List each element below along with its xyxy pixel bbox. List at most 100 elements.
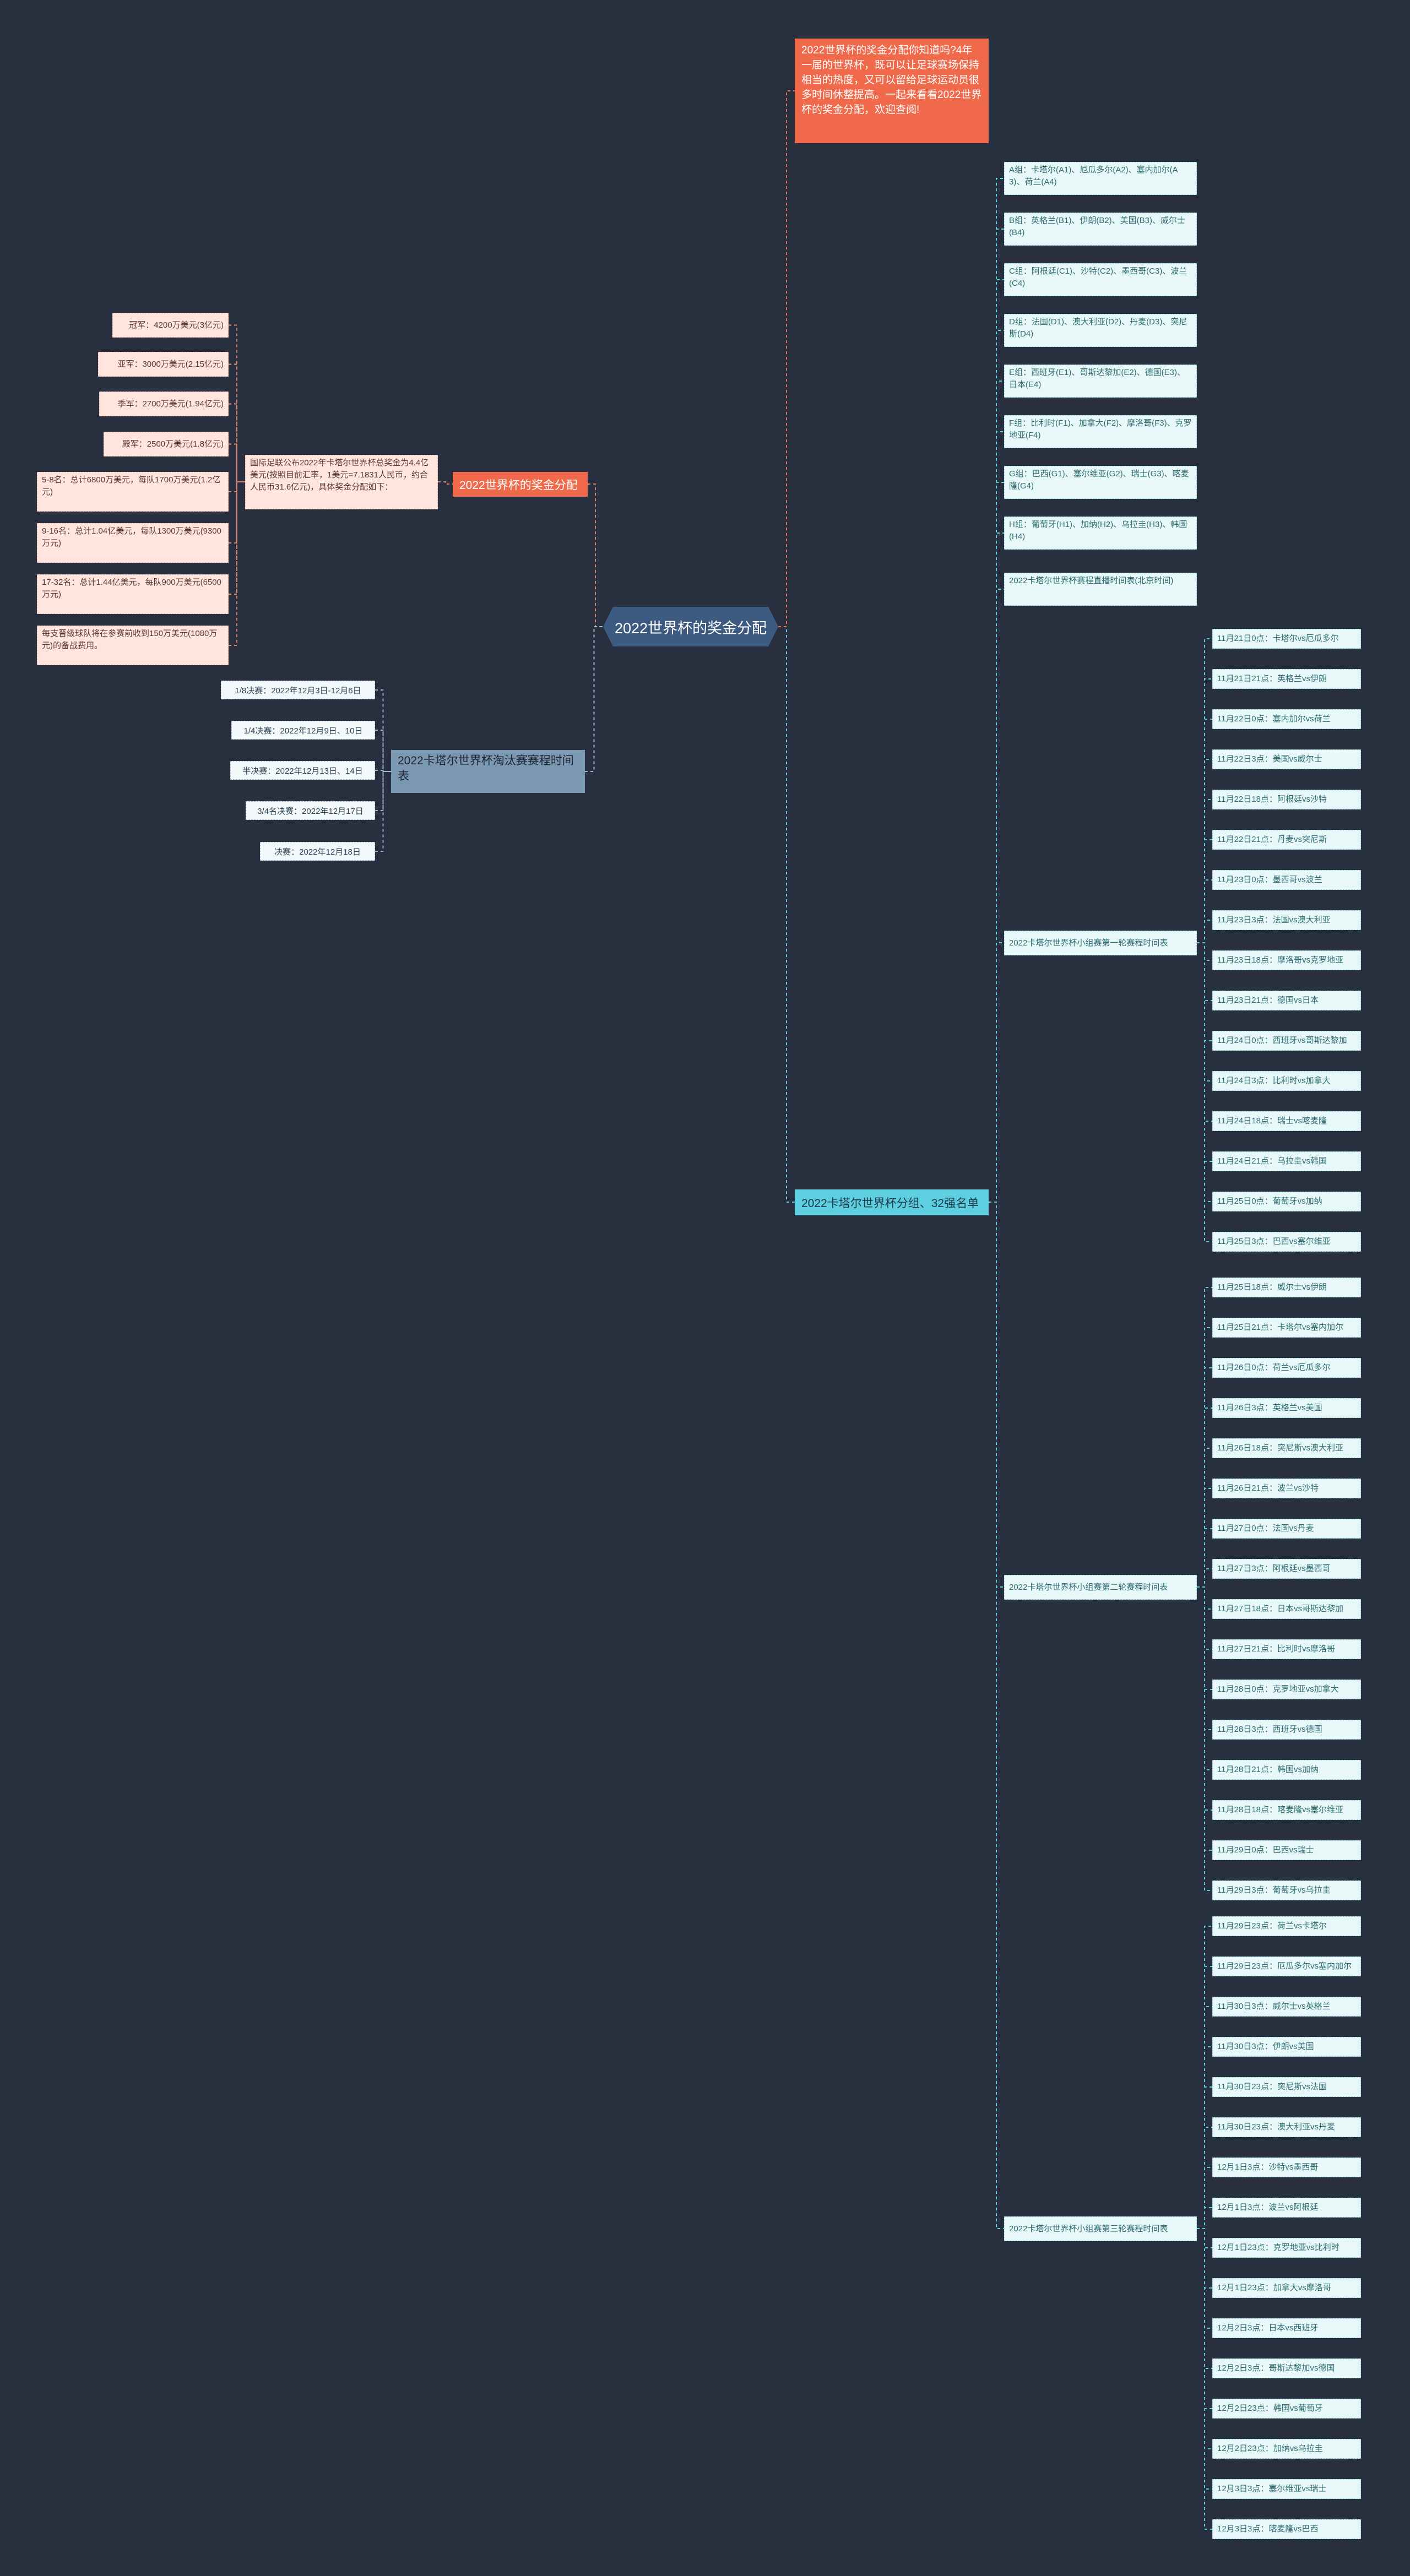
connector-line — [1197, 2127, 1212, 2229]
match-item[interactable]: 11月24日21点：乌拉圭vs韩国 — [1212, 1151, 1361, 1171]
match-item[interactable]: 11月28日0点：克罗地亚vs加拿大 — [1212, 1680, 1361, 1699]
match-item[interactable]: 11月27日18点：日本vs哥斯达黎加 — [1212, 1599, 1361, 1619]
group-item[interactable]: E组：西班牙(E1)、哥斯达黎加(E2)、德国(E3)、日本(E4) — [1004, 365, 1197, 398]
match-item[interactable]: 11月21日21点：英格兰vs伊朗 — [1212, 669, 1361, 689]
branch-prize[interactable]: 2022世界杯的奖金分配 — [453, 472, 588, 497]
intro-node[interactable]: 2022世界杯的奖金分配你知道吗?4年一届的世界杯，既可以让足球赛场保持相当的热… — [795, 39, 989, 143]
connector-line — [1197, 942, 1212, 1122]
match-item[interactable]: 12月2日23点：加纳vs乌拉圭 — [1212, 2439, 1361, 2459]
connector-line — [1197, 1327, 1212, 1588]
branch-knockout[interactable]: 2022卡塔尔世界杯淘汰赛赛程时间表 — [391, 750, 585, 793]
connector-line — [989, 229, 1004, 1203]
match-item[interactable]: 11月26日18点：突尼斯vs澳大利亚 — [1212, 1438, 1361, 1458]
match-item[interactable]: 12月2日3点：哥斯达黎加vs德国 — [1212, 2358, 1361, 2378]
match-item[interactable]: 11月30日23点：突尼斯vs法国 — [1212, 2077, 1361, 2097]
match-item[interactable]: 11月21日0点：卡塔尔vs厄瓜多尔 — [1212, 629, 1361, 649]
knockout-item[interactable]: 决赛：2022年12月18日 — [260, 842, 375, 861]
match-item[interactable]: 11月28日3点：西班牙vs德国 — [1212, 1720, 1361, 1740]
connector-line — [1197, 1586, 1212, 1891]
connector-line — [1197, 942, 1212, 1082]
round-title[interactable]: 2022卡塔尔世界杯小组赛第一轮赛程时间表 — [1004, 931, 1197, 955]
connector-line — [1197, 920, 1212, 943]
match-item[interactable]: 11月29日23点：厄瓜多尔vs塞内加尔 — [1212, 1957, 1361, 1976]
group-item[interactable]: H组：葡萄牙(H1)、加纳(H2)、乌拉圭(H3)、韩国(H4) — [1004, 517, 1197, 550]
match-item[interactable]: 11月24日0点：西班牙vs哥斯达黎加 — [1212, 1031, 1361, 1051]
connector-line — [989, 1202, 1004, 2229]
match-item[interactable]: 11月23日3点：法国vs澳大利亚 — [1212, 910, 1361, 930]
match-item[interactable]: 11月22日3点：美国vs威尔士 — [1212, 749, 1361, 769]
match-item[interactable]: 11月27日21点：比利时vs摩洛哥 — [1212, 1639, 1361, 1659]
group-item[interactable]: G组：巴西(G1)、塞尔维亚(G2)、瑞士(G3)、喀麦隆(G4) — [1004, 466, 1197, 499]
prize-item[interactable]: 殿军：2500万美元(1.8亿元) — [104, 432, 229, 456]
match-item[interactable]: 11月26日3点：英格兰vs美国 — [1212, 1398, 1361, 1418]
match-item[interactable]: 11月22日0点：塞内加尔vs荷兰 — [1212, 709, 1361, 729]
knockout-item[interactable]: 1/4决赛：2022年12月9日、10日 — [231, 721, 375, 740]
connector-line — [1197, 1287, 1212, 1588]
prize-item[interactable]: 9-16名：总计1.04亿美元，每队1300万美元(9300万元) — [37, 523, 229, 563]
connector-line — [588, 483, 603, 627]
match-item[interactable]: 12月3日3点：喀麦隆vs巴西 — [1212, 2519, 1361, 2539]
match-item[interactable]: 11月24日18点：瑞士vs喀麦隆 — [1212, 1111, 1361, 1131]
match-item[interactable]: 11月29日23点：荷兰vs卡塔尔 — [1212, 1916, 1361, 1936]
match-item[interactable]: 11月25日0点：葡萄牙vs加纳 — [1212, 1192, 1361, 1211]
match-item[interactable]: 11月29日0点：巴西vs瑞士 — [1212, 1840, 1361, 1860]
match-item[interactable]: 11月29日3点：葡萄牙vs乌拉圭 — [1212, 1881, 1361, 1900]
match-item[interactable]: 11月25日3点：巴西vs塞尔维亚 — [1212, 1232, 1361, 1252]
match-item[interactable]: 11月23日18点：摩洛哥vs克罗地亚 — [1212, 950, 1361, 970]
connector-line — [1197, 879, 1212, 943]
prize-item[interactable]: 季军：2700万美元(1.94亿元) — [99, 392, 229, 416]
match-item[interactable]: 11月26日0点：荷兰vs厄瓜多尔 — [1212, 1358, 1361, 1378]
match-item[interactable]: 11月27日3点：阿根廷vs墨西哥 — [1212, 1559, 1361, 1579]
round-title[interactable]: 2022卡塔尔世界杯小组赛第三轮赛程时间表 — [1004, 2216, 1197, 2241]
group-item[interactable]: D组：法国(D1)、澳大利亚(D2)、丹麦(D3)、突尼斯(D4) — [1004, 314, 1197, 347]
connector-line — [989, 330, 1004, 1203]
knockout-item[interactable]: 1/8决赛：2022年12月3日-12月6日 — [221, 681, 375, 699]
knockout-item[interactable]: 半决赛：2022年12月13日、14日 — [230, 761, 375, 780]
match-item[interactable]: 11月24日3点：比利时vs加拿大 — [1212, 1071, 1361, 1091]
prize-item[interactable]: 每支晋级球队将在参赛前收到150万美元(1080万元)的备战费用。 — [37, 626, 229, 665]
connector-line — [1197, 942, 1212, 1202]
group-item[interactable]: B组：英格兰(B1)、伊朗(B2)、美国(B3)、威尔士(B4) — [1004, 213, 1197, 246]
group-item[interactable]: 2022卡塔尔世界杯赛程直播时间表(北京时间) — [1004, 573, 1197, 606]
connector-line — [989, 589, 1004, 1203]
match-item[interactable]: 11月26日21点：波兰vs沙特 — [1212, 1479, 1361, 1498]
prize-description[interactable]: 国际足联公布2022年卡塔尔世界杯总奖金为4.4亿美元(按照目前汇率，1美元=7… — [245, 455, 438, 509]
connector-line — [989, 381, 1004, 1203]
match-item[interactable]: 12月2日23点：韩国vs葡萄牙 — [1212, 2399, 1361, 2419]
connector-line — [1197, 1528, 1212, 1588]
match-item[interactable]: 12月1日3点：波兰vs阿根廷 — [1212, 2198, 1361, 2218]
prize-item[interactable]: 5-8名：总计6800万美元，每队1700万美元(1.2亿元) — [37, 472, 229, 512]
group-item[interactable]: C组：阿根廷(C1)、沙特(C2)、墨西哥(C3)、波兰(C4) — [1004, 263, 1197, 296]
prize-item[interactable]: 冠军：4200万美元(3亿元) — [112, 313, 229, 338]
match-item[interactable]: 11月23日21点：德国vs日本 — [1212, 991, 1361, 1010]
match-item[interactable]: 11月27日0点：法国vs丹麦 — [1212, 1519, 1361, 1539]
group-item[interactable]: F组：比利时(F1)、加拿大(F2)、摩洛哥(F3)、克罗地亚(F4) — [1004, 415, 1197, 448]
root-node[interactable]: 2022世界杯的奖金分配 — [603, 607, 778, 646]
prize-item[interactable]: 亚军：3000万美元(2.15亿元) — [98, 352, 229, 377]
branch-groups[interactable]: 2022卡塔尔世界杯分组、32强名单 — [795, 1189, 989, 1215]
match-item[interactable]: 12月1日3点：沙特vs墨西哥 — [1212, 2157, 1361, 2177]
match-item[interactable]: 12月1日23点：克罗地亚vs比利时 — [1212, 2238, 1361, 2258]
match-item[interactable]: 11月25日21点：卡塔尔vs塞内加尔 — [1212, 1318, 1361, 1338]
match-item[interactable]: 12月2日3点：日本vs西班牙 — [1212, 2318, 1361, 2338]
connector-line — [1197, 2228, 1212, 2530]
knockout-item[interactable]: 3/4名决赛：2022年12月17日 — [246, 801, 375, 820]
connector-line — [1197, 1568, 1212, 1588]
match-item[interactable]: 11月28日21点：韩国vs加纳 — [1212, 1760, 1361, 1780]
match-item[interactable]: 11月30日23点：澳大利亚vs丹麦 — [1212, 2117, 1361, 2137]
match-item[interactable]: 11月28日18点：喀麦隆vs塞尔维亚 — [1212, 1800, 1361, 1820]
match-item[interactable]: 11月30日3点：威尔士vs英格兰 — [1212, 1997, 1361, 2017]
match-item[interactable]: 11月25日18点：威尔士vs伊朗 — [1212, 1278, 1361, 1297]
match-item[interactable]: 11月22日18点：阿根廷vs沙特 — [1212, 790, 1361, 809]
match-item[interactable]: 11月23日0点：墨西哥vs波兰 — [1212, 870, 1361, 890]
group-item[interactable]: A组：卡塔尔(A1)、厄瓜多尔(A2)、塞内加尔(A3)、荷兰(A4) — [1004, 162, 1197, 195]
connector-line — [229, 363, 245, 482]
connector-line — [229, 481, 245, 646]
match-item[interactable]: 12月3日3点：塞尔维亚vs瑞士 — [1212, 2479, 1361, 2499]
prize-item[interactable]: 17-32名：总计1.44亿美元，每队900万美元(6500万元) — [37, 574, 229, 614]
match-item[interactable]: 11月22日21点：丹麦vs突尼斯 — [1212, 830, 1361, 850]
round-title[interactable]: 2022卡塔尔世界杯小组赛第二轮赛程时间表 — [1004, 1575, 1197, 1600]
match-item[interactable]: 11月30日3点：伊朗vs美国 — [1212, 2037, 1361, 2057]
match-item[interactable]: 12月1日23点：加拿大vs摩洛哥 — [1212, 2278, 1361, 2298]
connector-line — [585, 626, 603, 772]
